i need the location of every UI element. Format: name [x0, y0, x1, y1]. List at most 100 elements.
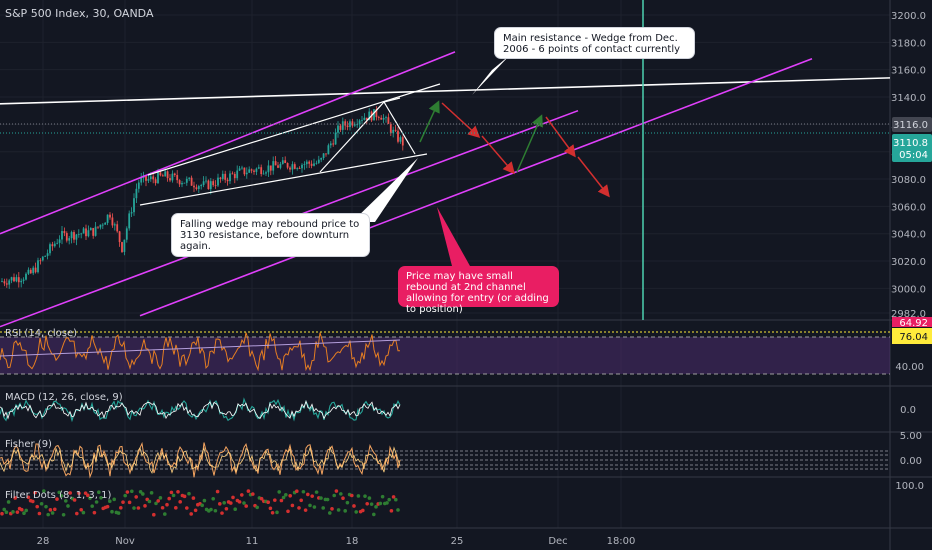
candle-body — [157, 172, 159, 184]
filter-dot — [325, 497, 330, 502]
candle-body — [106, 214, 109, 223]
candle-body — [315, 162, 318, 164]
candle-body — [385, 117, 387, 119]
candle-body — [387, 117, 390, 124]
filter-dot — [165, 502, 169, 507]
candle-body — [97, 226, 99, 228]
annotation-falling-wedge[interactable]: Falling wedge may rebound price to 3130 … — [171, 213, 370, 257]
price-axis[interactable]: 3200.03180.03160.03140.03120.03100.03080… — [891, 11, 926, 320]
candle-body — [121, 242, 123, 252]
candle-body — [322, 153, 325, 159]
filter-dot — [2, 507, 6, 512]
candle-body — [274, 161, 277, 166]
candle-body — [183, 182, 186, 184]
filter-dot — [33, 490, 37, 495]
candle-body — [243, 167, 246, 175]
filter-dot — [303, 508, 308, 512]
filter-dot — [391, 495, 396, 499]
filter-dot — [97, 490, 101, 495]
filter-dot — [86, 493, 90, 498]
candle-body — [399, 137, 402, 142]
candle-body — [310, 163, 313, 166]
filter-dot — [68, 491, 72, 495]
candle-body — [373, 109, 375, 121]
candle-body — [250, 169, 253, 171]
time-axis[interactable]: 28 Nov 11 18 25 Dec 18:00 — [37, 536, 636, 547]
macd-pane — [0, 387, 890, 432]
filter-dot — [286, 509, 290, 514]
filter-dot — [211, 496, 215, 501]
filter-dot — [24, 508, 29, 513]
candle-body — [109, 214, 111, 218]
filter-dot — [336, 508, 341, 512]
candle-body — [77, 233, 80, 235]
candle-body — [39, 260, 42, 262]
time-tick-label: Nov — [115, 536, 135, 547]
filter-dot — [284, 492, 288, 497]
annotation-channel-rebound[interactable]: Price may have small rebound at 2nd chan… — [398, 266, 559, 315]
filter-dot — [229, 501, 233, 505]
candle-body — [255, 168, 258, 172]
falling-wedge[interactable] — [139, 83, 441, 206]
time-tick-label: 18 — [346, 536, 359, 547]
candle-body — [137, 182, 140, 189]
candle-body — [253, 170, 255, 172]
candle-body — [75, 234, 78, 240]
annotation-main-resistance[interactable]: Main resistance - Wedge from Dec. 2006 -… — [494, 27, 695, 59]
filter-dot — [61, 512, 66, 517]
candle-body — [344, 121, 347, 126]
candle-body — [267, 165, 270, 173]
candle-body — [313, 163, 315, 166]
projection-arrows — [419, 100, 610, 198]
filter-dot — [44, 504, 48, 509]
filter-dot — [310, 494, 315, 498]
arrow-down-3 — [545, 116, 576, 158]
candle-body — [339, 125, 342, 130]
indicator-axis-labels: 64.92 76.04 40.00 0.0 5.00 0.00 100.0 — [892, 317, 932, 492]
filter-dot — [167, 496, 171, 501]
filter-dot — [297, 506, 301, 510]
filter-dot — [314, 490, 319, 494]
candle-body — [166, 171, 169, 179]
candle-body — [279, 163, 282, 168]
filter-dot — [268, 506, 273, 511]
candle-body — [281, 160, 284, 164]
price-candles — [1, 106, 404, 289]
filter-dot — [178, 500, 182, 504]
price-tick-label: 3020.0 — [891, 257, 926, 268]
candle-body — [32, 267, 35, 274]
candle-body — [277, 165, 279, 168]
candle-body — [82, 228, 85, 234]
arrow-up-2 — [516, 114, 543, 173]
candle-body — [15, 277, 18, 282]
filter-dot — [288, 494, 293, 498]
last-price-text: 3116.0 — [893, 120, 928, 131]
price-tick-label: 3080.0 — [891, 175, 926, 186]
countdown-text: 05:04 — [899, 150, 928, 161]
filter-dot — [343, 509, 348, 513]
filter-dot — [163, 512, 167, 516]
filter-dot — [345, 500, 350, 505]
macd-line — [0, 397, 401, 423]
filter-dot — [11, 510, 15, 514]
filter-dot — [193, 508, 198, 513]
candle-body — [181, 183, 183, 185]
filter-dot — [389, 509, 394, 513]
candle-body — [401, 137, 404, 146]
candle-body — [65, 233, 68, 241]
filter-dot — [218, 502, 222, 506]
filter-dot — [372, 512, 376, 517]
filter-dot — [394, 497, 398, 502]
filter-dot — [246, 489, 251, 493]
filter-dot — [149, 491, 154, 495]
rsi-signal-line — [0, 339, 401, 357]
candle-body — [8, 280, 11, 285]
price-labels: 3116.0 3110.8 05:04 — [892, 117, 932, 162]
filter-dot — [154, 501, 158, 506]
last-price-tag — [892, 117, 932, 132]
candle-body — [392, 129, 395, 134]
arrow-down-1 — [441, 102, 481, 139]
filter-dot — [108, 499, 112, 503]
filter-dot — [66, 504, 70, 508]
